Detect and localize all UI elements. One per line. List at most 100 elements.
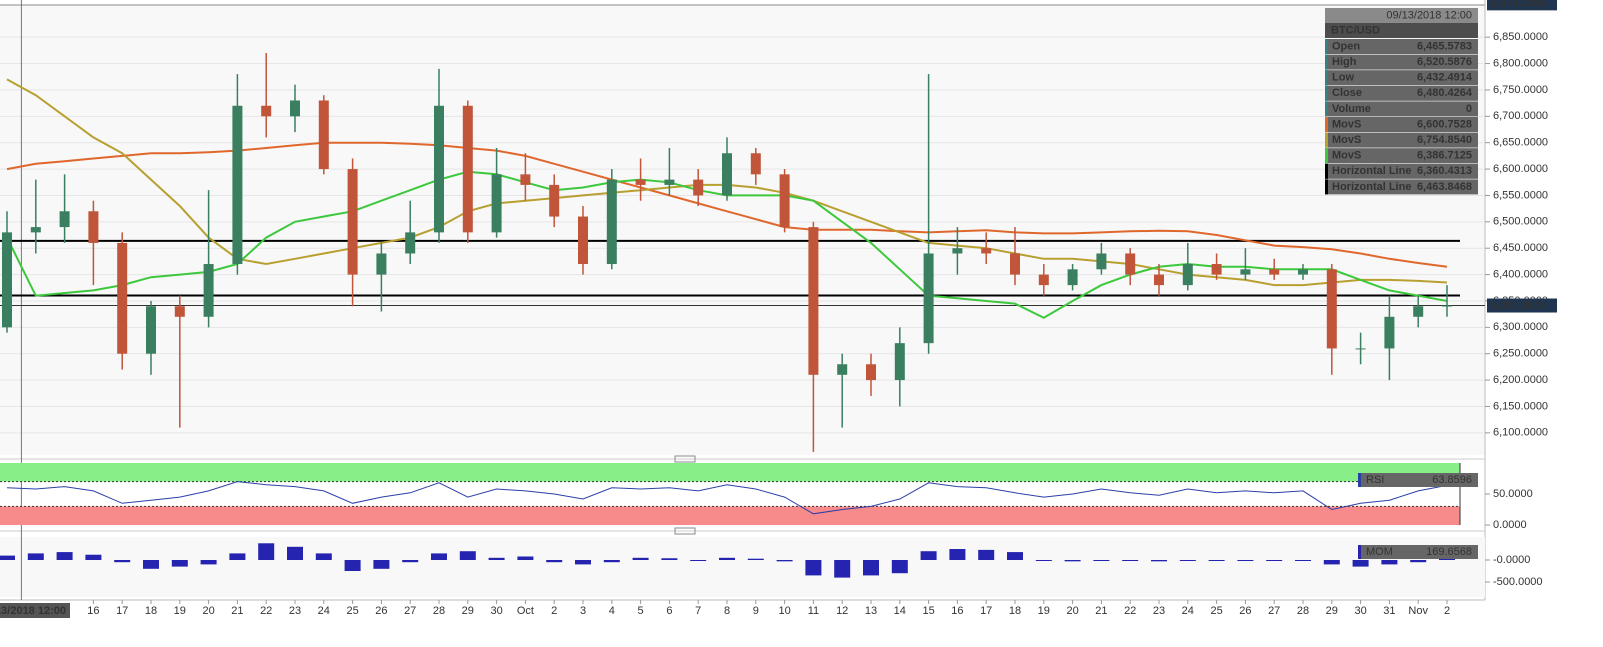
mom-bar [1093, 560, 1110, 562]
x-tick-label: 12 [836, 605, 848, 617]
x-tick-label: 23 [289, 605, 301, 617]
resize-grip[interactable] [674, 455, 696, 463]
candle-body [117, 242, 128, 354]
candle-body [462, 105, 473, 233]
y-tick-label: 6,850.0000 [1493, 31, 1548, 43]
candle-body [578, 216, 588, 265]
mom-bar [1035, 560, 1052, 562]
x-tick-label: 24 [1182, 605, 1194, 617]
x-tick-label: 30 [1354, 605, 1366, 617]
info-row [1325, 39, 1478, 54]
mom-bar [949, 549, 966, 561]
rsi-value: 63.8596 [1432, 474, 1472, 486]
x-tick-label: 19 [174, 605, 186, 617]
x-tick-label: 9 [753, 605, 759, 617]
info-value: 6,520.5876 [1417, 56, 1472, 68]
info-value: 6,386.7125 [1417, 150, 1472, 162]
candle-body [1326, 269, 1337, 349]
mom-bar [488, 557, 505, 561]
candle-body [1269, 269, 1280, 275]
candle-body [1211, 264, 1222, 275]
info-panel-header [1325, 8, 1478, 23]
mom-bar [1266, 560, 1283, 562]
candle-body [981, 248, 992, 254]
mom-bar [834, 560, 851, 578]
y-tick-label: 6,800.0000 [1493, 57, 1548, 69]
candle-body [520, 174, 531, 185]
mom-bar [920, 551, 937, 561]
mom-bar [1122, 560, 1139, 562]
candle-body [1182, 264, 1193, 286]
mom-bar [431, 553, 447, 561]
x-tick-label: Oct [517, 605, 534, 617]
rsi-label-box [1358, 473, 1478, 487]
info-symbol: BTC/USD [1331, 24, 1380, 36]
info-value: 6,360.4313 [1417, 165, 1472, 177]
x-tick-label: 21 [231, 605, 243, 617]
info-panel-symbol [1325, 23, 1478, 38]
high-tag: 6,914.1038 [1491, 0, 1546, 9]
y-tick-label: 6,600.0000 [1493, 163, 1548, 175]
candle-body [722, 153, 732, 196]
resize-grip[interactable] [674, 527, 696, 535]
mom-name: MOM [1366, 546, 1393, 558]
x-tick-label: 21 [1095, 605, 1107, 617]
mom-bar [143, 560, 159, 569]
mom-bar [546, 560, 563, 563]
y-tick-label: 6,700.0000 [1493, 110, 1548, 122]
candle-body [30, 227, 41, 233]
x-tick-label: 29 [462, 605, 474, 617]
x-tick-label: 6 [666, 605, 672, 617]
y-tick-label: 6,100.0000 [1493, 427, 1548, 439]
mom-bar [56, 552, 73, 561]
info-swatch [1325, 163, 1328, 179]
rsi-swatch [1358, 473, 1361, 487]
y-tick-label: 6,200.0000 [1493, 374, 1548, 386]
x-tick-label: 2 [551, 605, 557, 617]
mom-bar [114, 560, 131, 563]
y-tick-label: 6,300.0000 [1493, 321, 1548, 333]
info-row [1325, 117, 1478, 132]
info-label: Horizontal Line [1332, 165, 1411, 177]
mom-bar [344, 560, 361, 572]
mom-bar [776, 560, 793, 562]
x-tick-label: 4 [609, 605, 615, 617]
x-tick-label: 5 [638, 605, 644, 617]
rsi-name: RSI [1366, 474, 1384, 486]
info-value: 6,600.7528 [1417, 118, 1472, 130]
last-price-tag: 6,341.3615 [1491, 299, 1546, 311]
candle-body [750, 153, 761, 175]
crosshair-date-box [0, 603, 70, 618]
y-tick-label: 6,500.0000 [1493, 216, 1548, 228]
x-tick-label: 7 [695, 605, 701, 617]
mom-bar [690, 560, 707, 562]
candle-body [837, 364, 848, 375]
x-tick-label: 2 [1444, 605, 1450, 617]
x-tick-label: 31 [1383, 605, 1395, 617]
candle-body [261, 105, 272, 117]
candle-body [318, 100, 329, 170]
info-row [1325, 85, 1478, 101]
info-row [1325, 101, 1478, 117]
info-swatch [1325, 85, 1328, 101]
candle-body [1384, 316, 1395, 349]
last-price-tag-box [1487, 298, 1557, 313]
candle-body [59, 211, 70, 228]
x-tick-label: 10 [778, 605, 790, 617]
x-tick-label: 11 [808, 605, 819, 617]
candle-body [174, 306, 185, 317]
mom-bar [287, 546, 303, 561]
info-value: 6,754.8540 [1417, 134, 1472, 146]
x-tick-label: 27 [1268, 605, 1280, 617]
info-swatch [1325, 101, 1328, 117]
candle-body [1038, 274, 1049, 286]
x-tick-label: 18 [1009, 605, 1021, 617]
info-value: 6,463.8468 [1417, 181, 1472, 193]
x-tick-label: 24 [318, 605, 330, 617]
y-tick-label: 6,150.0000 [1493, 400, 1548, 412]
candle-body [923, 253, 934, 344]
mom-bar [719, 557, 735, 561]
candle-body [693, 179, 704, 196]
x-tick-label: 16 [87, 605, 99, 617]
